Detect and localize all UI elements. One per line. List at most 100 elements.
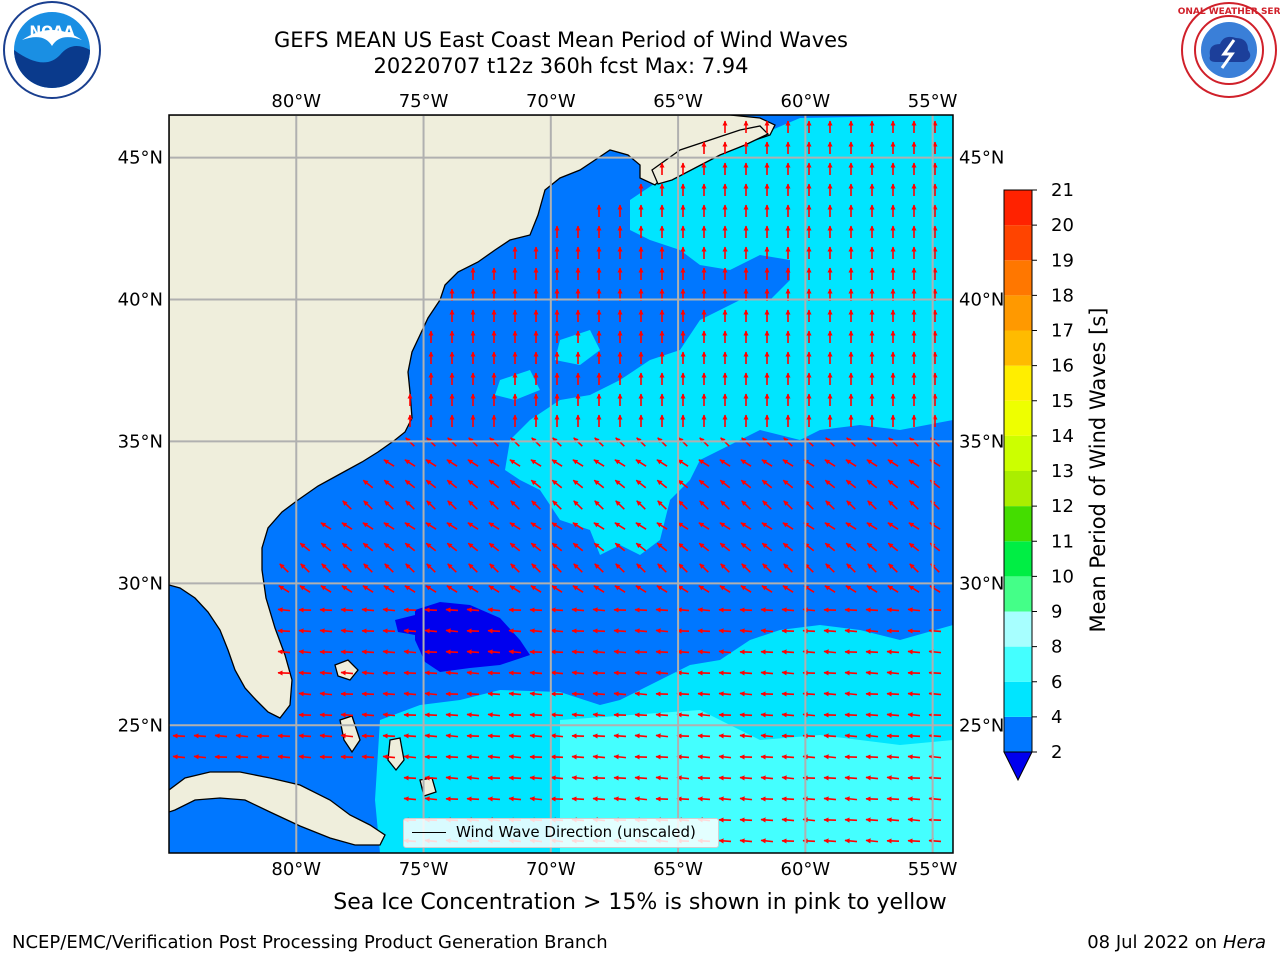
wave-direction-arrow [277, 628, 291, 634]
wave-direction-arrow [361, 649, 375, 655]
wave-direction-arrow [614, 479, 626, 489]
wave-direction-arrow [655, 733, 669, 739]
wave-direction-arrow [529, 607, 543, 613]
wave-direction-arrow [278, 585, 290, 593]
wave-direction-arrow [403, 649, 417, 655]
wave-direction-arrow [782, 479, 794, 489]
wave-direction-arrow [739, 670, 753, 676]
wave-direction-arrow [594, 500, 604, 510]
wave-direction-arrow [572, 585, 584, 593]
nws-logo-text: NATIONAL WEATHER SERVICE [1178, 7, 1280, 17]
wave-direction-arrow [551, 479, 563, 489]
wave-direction-arrow [634, 775, 648, 781]
cuba-land [169, 771, 386, 846]
wave-direction-arrow [445, 754, 459, 760]
wave-direction-arrow [655, 754, 669, 760]
lon-tick-label: 80°W [271, 91, 321, 112]
wave-direction-arrow [634, 733, 648, 739]
wave-direction-arrow [487, 607, 501, 613]
wave-direction-arrow [550, 775, 564, 781]
wave-direction-arrow [636, 563, 646, 573]
wave-direction-arrow [886, 796, 900, 802]
wave-direction-arrow [319, 628, 333, 634]
wave-direction-arrow [907, 733, 921, 739]
wave-direction-arrow [529, 628, 543, 634]
wave-direction-arrow [865, 628, 879, 634]
wave-direction-arrow [677, 522, 689, 530]
wave-direction-arrow [424, 775, 438, 781]
wave-direction-arrow [593, 585, 605, 593]
wave-direction-arrow [362, 479, 374, 489]
wave-direction-arrow [698, 522, 710, 530]
wave-direction-arrow [783, 563, 793, 573]
wave-direction-arrow [781, 775, 795, 781]
noaa-logo: NOAA [3, 1, 101, 99]
wave-direction-arrow [866, 585, 878, 593]
wave-direction-arrow [907, 712, 921, 718]
wave-direction-arrow [319, 712, 333, 718]
wave-direction-arrow [340, 733, 354, 739]
wave-direction-arrow [172, 733, 186, 739]
wave-direction-arrow [340, 754, 354, 760]
wave-direction-arrow [719, 585, 731, 593]
wave-direction-arrow [445, 670, 459, 676]
wave-direction-arrow [825, 500, 835, 510]
wave-direction-arrow [677, 459, 689, 467]
wave-direction-arrow [510, 563, 520, 573]
wave-direction-arrow [760, 607, 774, 613]
wave-direction-arrow [698, 479, 710, 489]
wave-direction-arrow [530, 542, 542, 552]
wave-direction-arrow [740, 542, 752, 552]
graticule [169, 115, 953, 853]
wave-direction-arrow [489, 563, 499, 573]
wave-direction-arrow [615, 500, 625, 510]
wave-direction-arrow [928, 691, 942, 697]
colorbar-segment [1004, 541, 1032, 577]
wave-direction-arrow [508, 733, 522, 739]
wave-direction-arrow [531, 500, 541, 510]
wave-direction-arrow [510, 500, 520, 510]
colorbar-tick-label: 17 [1051, 321, 1074, 342]
wave-direction-arrow [886, 670, 900, 676]
wave-direction-arrow [529, 775, 543, 781]
wave-direction-arrow [384, 563, 394, 573]
wave-direction-arrow [823, 754, 837, 760]
colorbar-tick-label: 20 [1051, 215, 1074, 236]
wave-direction-arrow [445, 733, 459, 739]
wave-direction-arrow [845, 542, 857, 552]
wave-direction-arrow [823, 670, 837, 676]
wave-direction-arrow [865, 649, 879, 655]
wave-direction-arrow [823, 733, 837, 739]
wave-direction-arrow [656, 522, 668, 530]
wave-direction-arrow [782, 459, 794, 467]
colorbar-segment [1004, 435, 1032, 471]
wave-direction-arrow [550, 607, 564, 613]
wave-direction-arrow [573, 563, 583, 573]
wave-direction-arrow [613, 775, 627, 781]
wave-direction-arrow [739, 607, 753, 613]
wave-direction-arrow [887, 459, 899, 467]
wave-direction-arrow [488, 479, 500, 489]
wave-direction-arrow [698, 459, 710, 467]
wave-direction-arrow [887, 479, 899, 489]
lon-tick-label: 60°W [781, 91, 831, 112]
wave-direction-arrow [634, 670, 648, 676]
wave-direction-arrow [613, 754, 627, 760]
wave-direction-arrow [487, 649, 501, 655]
wave-direction-arrow [424, 628, 438, 634]
colorbar-segment [1004, 576, 1032, 612]
wave-direction-arrow [781, 607, 795, 613]
axis-tick-labels: 80°W 80°W 75°W 75°W 70°W 70°W 65°W 65°W 60°W 60°W… [118, 91, 1005, 880]
wave-direction-arrow [762, 563, 772, 573]
wave-direction-arrow [844, 670, 858, 676]
wave-direction-arrow [657, 500, 667, 510]
wave-direction-arrow [865, 817, 879, 823]
wave-direction-arrow [635, 542, 647, 552]
wave-direction-arrow [571, 796, 585, 802]
wave-direction-arrow [321, 563, 331, 573]
wave-direction-arrow [928, 796, 942, 802]
wave-direction-arrow [844, 691, 858, 697]
region-under-2s-central [415, 602, 530, 672]
wave-direction-arrow [298, 649, 312, 655]
wave-direction-arrow [489, 500, 499, 510]
